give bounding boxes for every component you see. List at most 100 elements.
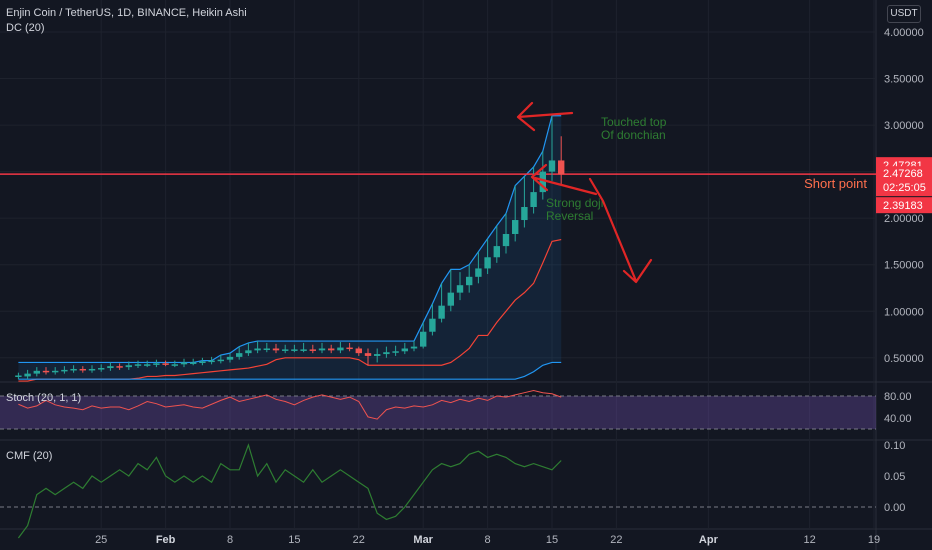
x-tick-label: 22 [610, 534, 622, 546]
candle-body [88, 368, 96, 371]
candle-body [98, 368, 105, 370]
candle-body [410, 346, 418, 349]
candle-body [521, 207, 528, 221]
chart-title: Enjin Coin / TetherUS, 1D, BINANCE, Heik… [6, 7, 247, 19]
candle-body [291, 349, 298, 351]
y-tick-label: 4.00000 [884, 27, 924, 39]
x-tick-label: 15 [546, 534, 558, 546]
x-tick-label: Apr [699, 534, 719, 546]
strong-doji-label-line1: Strong doji [546, 196, 603, 210]
candle-body [199, 361, 206, 364]
arrow-doji [530, 163, 598, 196]
stoch-indicator-label[interactable]: Stoch (20, 1, 1) [6, 392, 82, 404]
candle-body [328, 348, 335, 351]
candle-body [420, 331, 427, 347]
candle-body [438, 305, 445, 319]
lower-price-label: 2.39183 [883, 200, 923, 212]
candle-body [429, 318, 436, 332]
x-tick-label: 8 [485, 534, 491, 546]
arrow-down-target [588, 177, 653, 284]
donchian-basis-line [18, 361, 562, 380]
arrow-touched-top [516, 101, 574, 132]
x-tick-label: 12 [803, 534, 815, 546]
candle-body [107, 366, 114, 369]
candle-body [493, 246, 500, 258]
candle-body [254, 348, 261, 351]
candle-body [466, 276, 473, 286]
candle-body [162, 363, 169, 365]
x-tick-label: Mar [413, 534, 433, 546]
candle-body [125, 365, 132, 368]
candle-body [309, 349, 316, 351]
candle-body [79, 368, 86, 371]
candle-body [401, 348, 408, 352]
candle-body [530, 192, 537, 207]
touched-top-label-line1: Touched top [601, 115, 667, 129]
candle-body [484, 257, 491, 269]
y-tick-label: 3.00000 [884, 120, 924, 132]
candle-body [383, 352, 390, 355]
y-tick-label: 0.50000 [884, 353, 924, 365]
candle-body [180, 362, 188, 365]
candle-body [208, 360, 215, 363]
candle-body [24, 373, 31, 377]
cmf-y-tick: 0.00 [884, 502, 905, 514]
x-tick-label: Feb [156, 534, 176, 546]
candle-body [42, 370, 50, 373]
y-tick-label: 1.50000 [884, 260, 924, 272]
cmf-indicator-label[interactable]: CMF (20) [6, 450, 53, 462]
y-tick-label: 1.00000 [884, 306, 924, 318]
stoch-y-tick: 80.00 [884, 391, 912, 403]
candle-body [33, 370, 40, 374]
candle-body [447, 292, 454, 306]
currency-selector[interactable]: USDT [887, 5, 921, 23]
candle-body [61, 369, 68, 372]
candle-body [539, 171, 546, 193]
candle-body [70, 368, 77, 371]
candle-body [456, 285, 464, 293]
candle-body [558, 160, 565, 175]
candle-body [217, 359, 224, 362]
candle-body [337, 347, 344, 351]
cmf-line [17, 443, 562, 539]
y-tick-label: 2.00000 [884, 213, 924, 225]
candle-body [236, 353, 243, 357]
stoch-y-tick: 40.00 [884, 413, 912, 425]
candle-body [475, 268, 482, 277]
candle-body [318, 348, 326, 351]
candle-body [171, 364, 178, 366]
candle-body [52, 370, 59, 373]
candle-body [190, 362, 197, 364]
candle-body [153, 363, 160, 365]
candle-body [300, 349, 307, 351]
y-tick-label: 3.50000 [884, 74, 924, 86]
candle-body [272, 348, 280, 351]
countdown-label: 02:25:05 [883, 182, 926, 194]
x-tick-label: 22 [353, 534, 365, 546]
donchian-upper-line [18, 115, 562, 364]
strong-doji-label-line2: Reversal [546, 209, 593, 223]
candle-body [502, 233, 510, 247]
candle-body [282, 349, 289, 351]
candle-body [512, 220, 519, 234]
candle-body [392, 351, 399, 353]
x-tick-label: 8 [227, 534, 233, 546]
candle-body [15, 375, 22, 377]
candle-body [364, 353, 372, 356]
candle-body [144, 364, 151, 366]
candle-body [134, 364, 142, 366]
candle-body [245, 350, 252, 354]
stoch-line [18, 389, 562, 420]
lower-price-label-bg [876, 197, 932, 214]
x-tick-label: 19 [868, 534, 880, 546]
touched-top-label-line2: Of donchian [601, 128, 666, 142]
x-tick-label: 15 [288, 534, 300, 546]
donchian-fill [18, 115, 562, 380]
candle-body [374, 354, 381, 356]
stoch-band [0, 396, 876, 429]
candle-body [263, 348, 270, 350]
candle-body [226, 356, 234, 360]
current-price-label-bg [876, 166, 932, 197]
dc-indicator-label[interactable]: DC (20) [6, 22, 45, 34]
